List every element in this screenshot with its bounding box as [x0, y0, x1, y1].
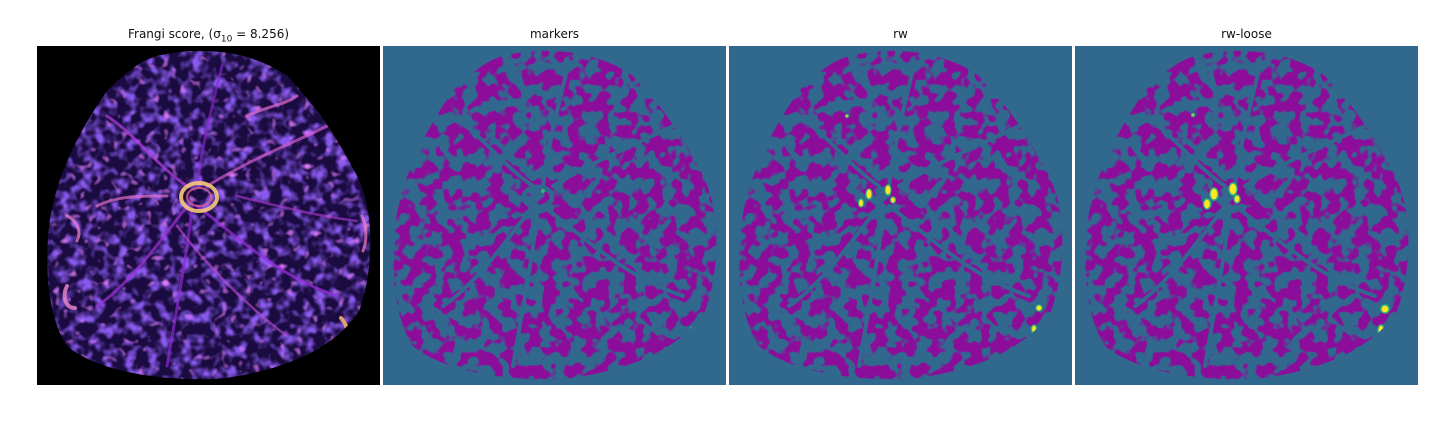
markers-svg: [383, 46, 726, 385]
rw-loose-svg: [1075, 46, 1418, 385]
frangi-score-image: [37, 46, 380, 385]
rw-svg: [729, 46, 1072, 385]
panel-title-frangi: Frangi score, (σ10 = 8.256): [37, 27, 380, 45]
markers-image: [383, 46, 726, 385]
title-subscript: 10: [220, 34, 233, 45]
title-tail: = 8.256): [232, 27, 290, 41]
panel-title-markers: markers: [529, 27, 580, 41]
frangi-svg: [37, 46, 380, 385]
rw-image: [729, 46, 1072, 385]
panel-title-rw: rw: [893, 27, 908, 41]
title-main: Frangi score, (σ: [127, 27, 221, 41]
panel-title-rw-loose: rw-loose: [1221, 27, 1272, 41]
rw-loose-image: [1075, 46, 1418, 385]
